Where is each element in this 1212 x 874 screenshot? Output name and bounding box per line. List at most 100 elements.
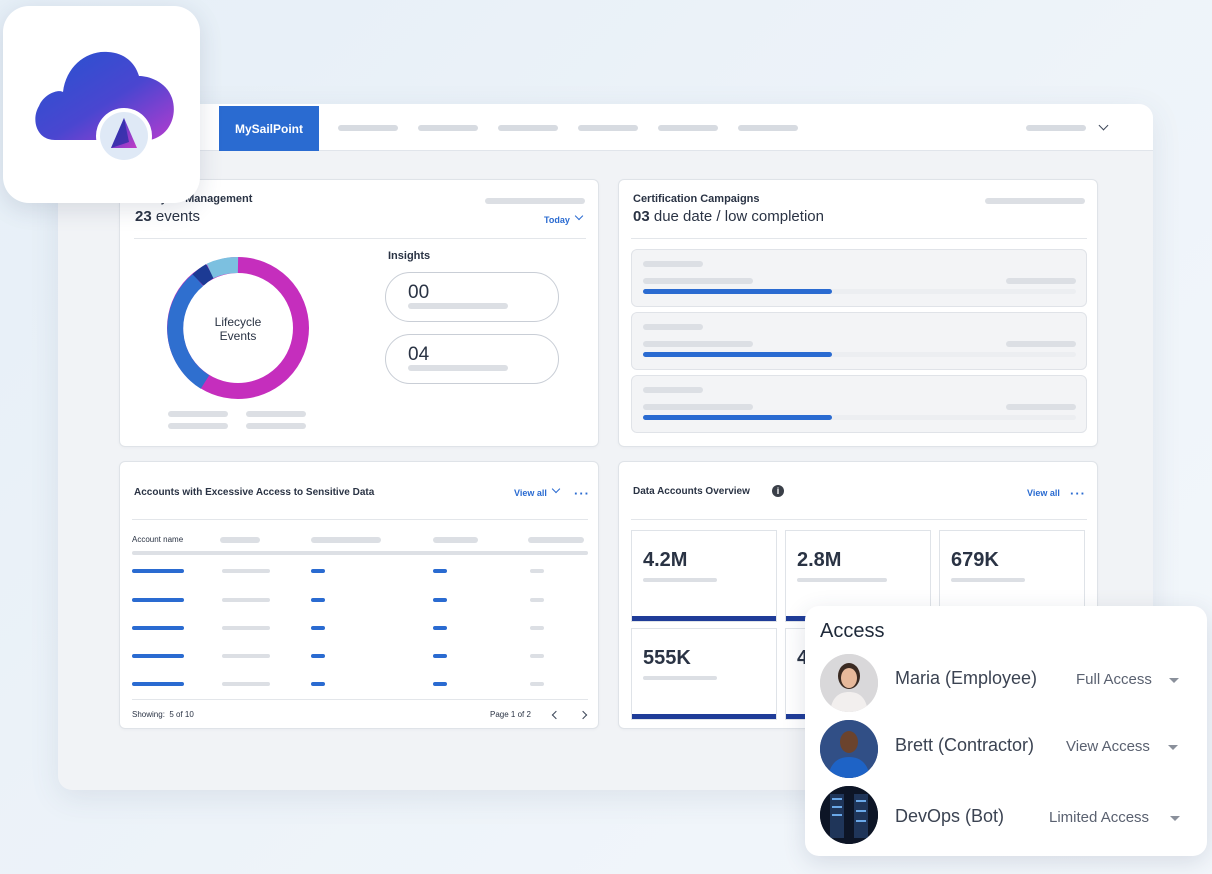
- insights-title: Insights: [388, 250, 431, 262]
- dashboard-window: MySailPoint Lifecycle Management 23 even…: [58, 104, 1153, 790]
- metric-tile[interactable]: 4.2M: [631, 530, 777, 622]
- caret-down-icon[interactable]: [1168, 745, 1178, 750]
- donut-label-line2: Events: [220, 329, 257, 343]
- cell-bar: [132, 654, 184, 658]
- view-all-link[interactable]: View all: [1027, 488, 1060, 498]
- table-header-divider: [132, 551, 588, 555]
- chevron-down-icon[interactable]: [551, 484, 561, 494]
- today-filter[interactable]: Today: [544, 215, 570, 225]
- card-title: Data Accounts Overview: [633, 486, 750, 497]
- placeholder-bar: [1006, 404, 1076, 410]
- donut-segment-navy: [192, 264, 215, 286]
- cell-bar: [132, 569, 184, 573]
- nav-tab-mysailpoint[interactable]: MySailPoint: [219, 106, 319, 151]
- placeholder-bar: [643, 341, 753, 347]
- access-level-dropdown[interactable]: Full Access: [1076, 671, 1152, 688]
- lifecycle-donut-chart: Lifecycle Events: [167, 257, 309, 399]
- cell-bar: [433, 682, 447, 686]
- due-count: 03 due date / low completion: [633, 208, 824, 225]
- campaign-row[interactable]: [631, 375, 1087, 433]
- user-menu-placeholder[interactable]: [1026, 125, 1086, 131]
- legend-placeholder: [246, 411, 306, 417]
- chevron-left-icon[interactable]: [551, 710, 561, 720]
- placeholder-bar: [643, 278, 753, 284]
- avatar-devops-bot: [820, 786, 878, 844]
- cell-bar: [530, 569, 544, 573]
- caret-down-icon[interactable]: [1170, 816, 1180, 821]
- chevron-right-icon[interactable]: [578, 710, 588, 720]
- metric-bar: [632, 714, 776, 719]
- divider: [132, 519, 588, 520]
- placeholder-bar: [643, 324, 703, 330]
- more-options-icon[interactable]: ···: [574, 486, 590, 501]
- placeholder-bar: [643, 387, 703, 393]
- cell-bar: [132, 682, 184, 686]
- cell-bar: [433, 626, 447, 630]
- nav-item-placeholder[interactable]: [418, 125, 478, 131]
- view-all-link[interactable]: View all: [514, 488, 547, 498]
- placeholder-bar: [408, 365, 508, 371]
- campaign-row[interactable]: [631, 312, 1087, 370]
- nav-item-placeholder[interactable]: [578, 125, 638, 131]
- cell-bar: [311, 569, 325, 573]
- cell-bar: [222, 569, 270, 573]
- access-level-dropdown[interactable]: Limited Access: [1049, 809, 1150, 826]
- caret-down-icon[interactable]: [1169, 678, 1179, 683]
- metric-tile[interactable]: 555K: [631, 628, 777, 720]
- progress-fill: [643, 352, 832, 357]
- metric-bar: [632, 616, 776, 621]
- access-panel: Access Maria (Employee) Full Access Bret…: [805, 606, 1207, 856]
- page-indicator: Page 1 of 2: [490, 710, 531, 719]
- placeholder-bar: [1006, 278, 1076, 284]
- metric-value: 2.8M: [797, 549, 842, 571]
- server-rack-image: [820, 786, 878, 844]
- cell-bar: [311, 626, 325, 630]
- donut-label-line1: Lifecycle: [215, 315, 262, 329]
- insight-pill[interactable]: 04: [385, 334, 559, 384]
- column-header-placeholder[interactable]: [220, 537, 260, 543]
- avatar-image: [820, 654, 878, 712]
- cell-bar: [530, 682, 544, 686]
- progress-track: [643, 289, 1076, 294]
- nav-item-placeholder[interactable]: [498, 125, 558, 131]
- info-icon[interactable]: i: [772, 485, 784, 497]
- campaign-row[interactable]: [631, 249, 1087, 307]
- donut-segment-light: [206, 257, 239, 279]
- divider: [132, 699, 588, 700]
- user-name: DevOps (Bot): [895, 806, 1005, 826]
- nav-item-placeholder[interactable]: [338, 125, 398, 131]
- metric-value: 4: [797, 647, 809, 669]
- placeholder-bar: [643, 676, 717, 680]
- avatar-image: [820, 720, 878, 778]
- cloud-logo-icon: [35, 51, 174, 164]
- metric-value: 4.2M: [643, 549, 688, 571]
- more-options-icon[interactable]: ···: [1070, 486, 1086, 501]
- column-header-placeholder[interactable]: [433, 537, 478, 543]
- progress-track: [643, 352, 1076, 357]
- access-level-dropdown[interactable]: View Access: [1066, 738, 1150, 755]
- cell-bar: [433, 569, 447, 573]
- nav-item-placeholder[interactable]: [658, 125, 718, 131]
- donut-segment-blue: [167, 273, 210, 389]
- progress-track: [643, 415, 1076, 420]
- chevron-down-icon[interactable]: [1098, 120, 1109, 131]
- column-header-placeholder[interactable]: [311, 537, 381, 543]
- cell-bar: [222, 626, 270, 630]
- placeholder-bar: [643, 404, 753, 410]
- insight-pill[interactable]: 00: [385, 272, 559, 322]
- column-header-placeholder[interactable]: [528, 537, 584, 543]
- legend-placeholder: [168, 411, 228, 417]
- cell-bar: [132, 626, 184, 630]
- legend-placeholder: [246, 423, 306, 429]
- placeholder-bar: [951, 578, 1025, 582]
- user-name: Maria (Employee): [895, 668, 1038, 688]
- placeholder-bar: [985, 198, 1085, 204]
- divider: [631, 238, 1087, 239]
- showing-count: Showing: 5 of 10: [132, 710, 194, 719]
- events-count: 23 events: [135, 208, 201, 225]
- nav-item-placeholder[interactable]: [738, 125, 798, 131]
- placeholder-bar: [1006, 341, 1076, 347]
- column-header-account-name[interactable]: Account name: [132, 535, 184, 544]
- user-name: Brett (Contractor): [895, 735, 1035, 755]
- chevron-down-icon[interactable]: [574, 211, 584, 221]
